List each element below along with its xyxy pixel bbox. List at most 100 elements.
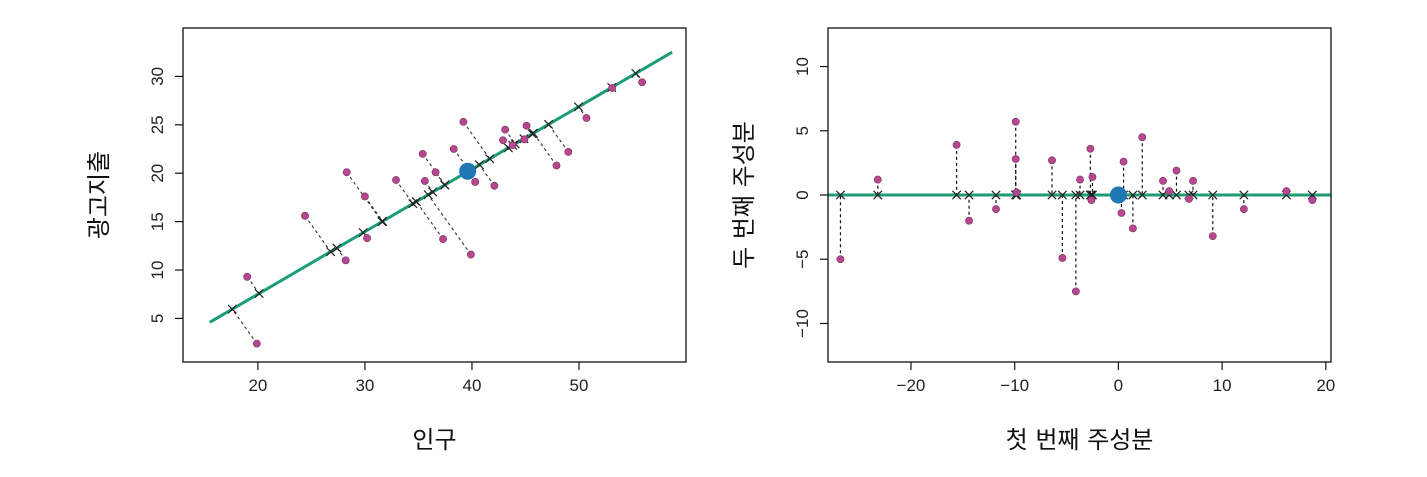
left-data-point [252,339,261,348]
right-data-point [1088,173,1097,181]
right-y-tick-label: 10 [793,57,812,76]
right-y-tick-label: −10 [793,309,812,338]
left-principal-component-line [208,50,673,324]
right-projected-point [835,190,846,200]
right-data-point [1129,224,1137,233]
right-y-axis-title: 두 번째 주성분 [730,121,758,269]
left-data-point [466,250,475,259]
right-data-point [1048,156,1056,165]
left-projected-point [428,187,438,197]
right-projected-point [1057,190,1068,200]
right-data-point [1282,187,1291,196]
left-data-point [564,148,573,156]
left-projected-point [543,119,554,129]
left-data-point [471,178,480,186]
left-y-tick-label: 15 [148,212,167,231]
right-mean-point [1109,186,1127,204]
right-data-point [1138,133,1147,142]
right-data-point [965,216,973,225]
left-projected-point [474,160,485,170]
right-data-point [1208,232,1217,241]
right-x-tick-label: 0 [1114,376,1123,395]
left-data-point [638,78,647,87]
right-data-point [1076,175,1084,184]
left-x-tick-label: 30 [355,376,374,395]
right-x-tick-label: −20 [897,376,926,395]
right-data-point [1012,188,1021,197]
left-projected-point [573,102,584,112]
left-data-point [501,125,510,134]
left-y-tick-label: 20 [148,164,167,183]
left-projection-segment [427,194,472,255]
left-data-point [342,168,351,177]
right-projected-point [1071,190,1081,200]
right-x-tick-label: −10 [1000,376,1029,395]
right-projected-point [1137,190,1147,200]
left-projection-segment [462,121,491,160]
right-data-point [1159,176,1167,185]
right-projected-point [1047,190,1057,200]
left-projected-point [528,128,539,138]
right-projected-point [951,190,962,200]
left-data-point [431,168,440,177]
left-y-tick-label: 30 [148,67,167,86]
left-data-point [508,141,517,150]
left-data-point [301,211,309,220]
left-projection-segment [395,179,414,204]
left-y-tick-label: 10 [148,261,167,280]
left-data-point [418,149,427,158]
left-projected-point [378,216,388,226]
left-projected-point [440,180,450,190]
right-data-point [1011,117,1020,126]
left-data-point [522,121,531,130]
left-data-point [361,192,369,201]
right-x-axis: −20 −10 0 10 20 [897,362,1335,395]
left-data-point [420,177,429,185]
left-data-point [363,234,371,242]
right-y-axis: −10 −5 0 5 10 [793,57,828,338]
right-data-point [1119,157,1128,166]
left-data-point [582,114,591,122]
right-data-point [1172,166,1181,175]
right-y-tick-label: 5 [793,126,812,135]
left-projected-point [332,243,342,253]
right-data-point [836,255,845,264]
right-data-point [1058,254,1067,262]
right-data-point [1087,196,1096,205]
left-projected-point [325,247,336,257]
left-projection-segment [304,215,332,253]
left-data-point [341,256,350,265]
left-data-point [552,161,561,170]
left-plot-area [208,50,673,348]
left-projection-segment [453,148,470,172]
left-data-point [449,145,458,153]
right-data-point [1011,155,1020,163]
right-x-tick-label: 10 [1213,376,1232,395]
left-data-point [243,272,252,281]
left-projection-segment [231,308,258,344]
right-x-axis-title: 첫 번째 주성분 [1006,426,1154,454]
left-panel-scatter: 20 30 40 50 5 10 15 20 25 30 인구 광고지출 [85,27,687,454]
left-x-tick-label: 40 [462,376,481,395]
left-projected-point [411,196,421,207]
right-data-point [1239,205,1248,214]
left-plot-frame [182,27,687,363]
right-data-point [1185,194,1193,203]
right-projected-point [1075,190,1085,200]
right-projected-point [1171,190,1182,200]
left-projected-point [631,68,641,79]
left-x-tick-label: 20 [248,376,267,395]
left-projection-segment [415,201,444,240]
left-projected-point [485,154,495,164]
right-data-point [1071,287,1080,296]
right-projected-point [964,190,974,200]
left-data-point [608,84,617,92]
right-y-tick-label: −5 [793,250,812,269]
left-data-point [459,118,468,126]
left-data-point [520,135,529,144]
right-y-tick-label: 0 [793,190,812,199]
right-projected-point [1128,190,1138,200]
left-mean-point [459,162,477,180]
left-y-axis: 5 10 15 20 25 30 [148,67,183,323]
